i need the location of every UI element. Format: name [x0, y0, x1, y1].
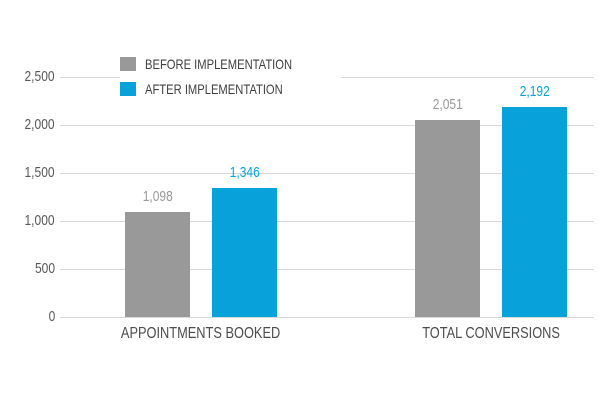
x-axis-category-label: APPOINTMENTS BOOKED: [121, 325, 281, 342]
legend-swatch-icon: [120, 56, 136, 71]
legend-item-after-implementation: AFTER IMPLEMENTATION: [120, 76, 329, 101]
gridline: [60, 269, 594, 270]
bar-after-implementation-total-conversions: [502, 106, 567, 317]
bar-value-label: 2,051: [432, 96, 463, 114]
bar-before-implementation-appointments-booked: [125, 211, 190, 317]
legend-label: AFTER IMPLEMENTATION: [145, 80, 283, 97]
y-axis-tick-label: 500: [34, 260, 55, 277]
bar-before-implementation-total-conversions: [415, 120, 480, 317]
y-axis-tick-label: 1,500: [24, 164, 55, 181]
legend-item-before-implementation: BEFORE IMPLEMENTATION: [120, 51, 329, 76]
legend-swatch-icon: [120, 81, 136, 96]
bar-value-label: 1,346: [229, 163, 260, 181]
legend-label: BEFORE IMPLEMENTATION: [145, 55, 293, 72]
bar-value-label: 2,192: [519, 82, 550, 100]
bar-value-label: 1,098: [142, 187, 173, 205]
chart-legend: BEFORE IMPLEMENTATION AFTER IMPLEMENTATIO…: [120, 51, 341, 101]
gridline: [60, 317, 594, 318]
y-axis-tick-label: 2,500: [24, 68, 55, 85]
y-axis-tick-label: 0: [48, 308, 55, 325]
bar-after-implementation-appointments-booked: [212, 187, 277, 317]
gridline: [60, 125, 594, 126]
gridline: [60, 173, 594, 174]
gridline: [60, 221, 594, 222]
y-axis-tick-label: 1,000: [24, 212, 55, 229]
y-axis-tick-label: 2,000: [24, 116, 55, 133]
x-axis-category-label: TOTAL CONVERSIONS: [422, 325, 560, 342]
